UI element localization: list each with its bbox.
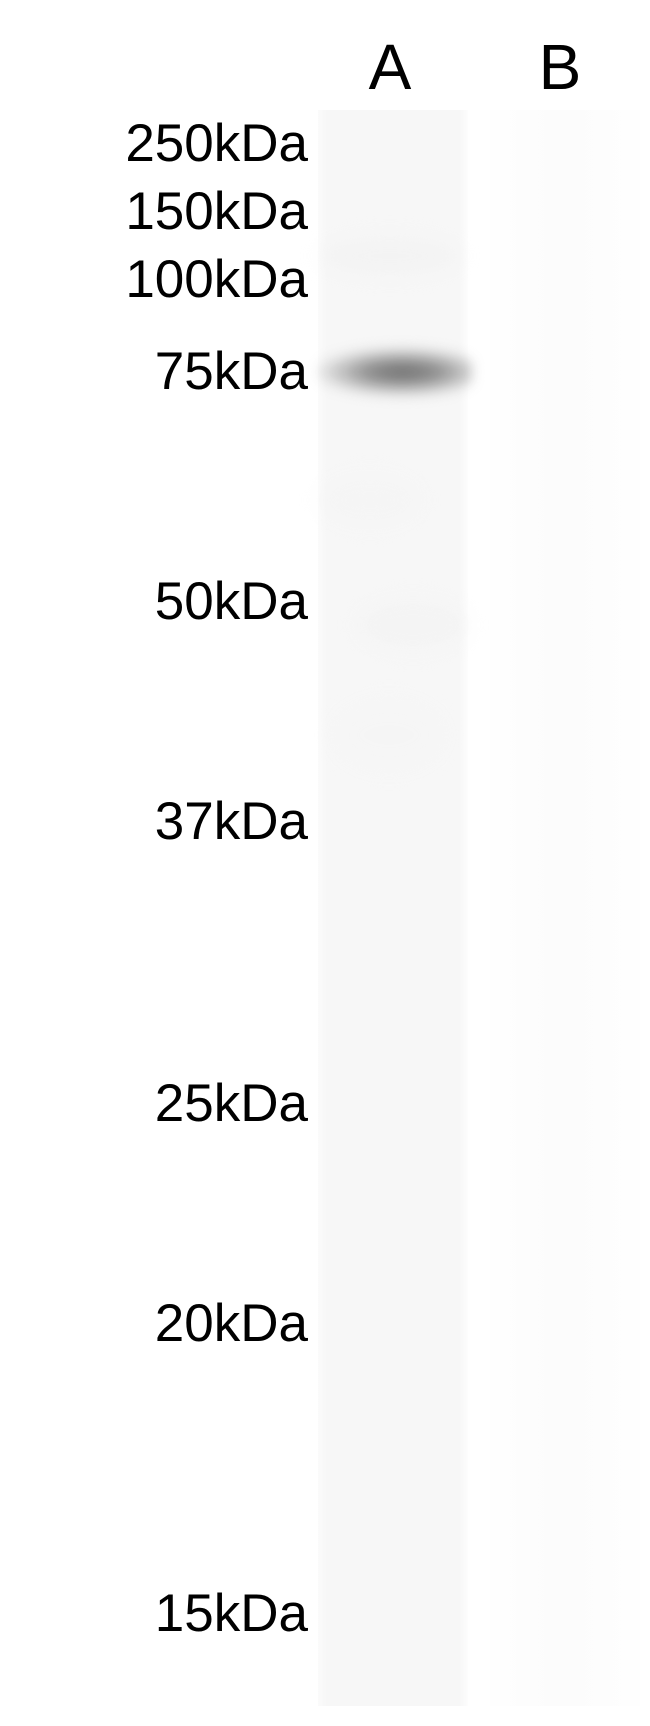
marker-15kda: 15kDa [155, 1583, 308, 1644]
marker-50kda: 50kDa [155, 571, 308, 632]
lane-a-background [318, 110, 468, 1706]
marker-250kda: 250kDa [125, 113, 308, 174]
lane-header-b: B [520, 30, 600, 104]
western-blot-figure: A B 250kDa 150kDa 100kDa 75kDa 50kDa 37k… [0, 0, 650, 1726]
marker-37kda: 37kDa [155, 791, 308, 852]
marker-20kda: 20kDa [155, 1293, 308, 1354]
marker-25kda: 25kDa [155, 1073, 308, 1134]
marker-150kda: 150kDa [125, 181, 308, 242]
lane-b-background [490, 110, 640, 1706]
marker-75kda: 75kDa [155, 341, 308, 402]
lane-header-a: A [350, 30, 430, 104]
marker-100kda: 100kDa [125, 249, 308, 310]
